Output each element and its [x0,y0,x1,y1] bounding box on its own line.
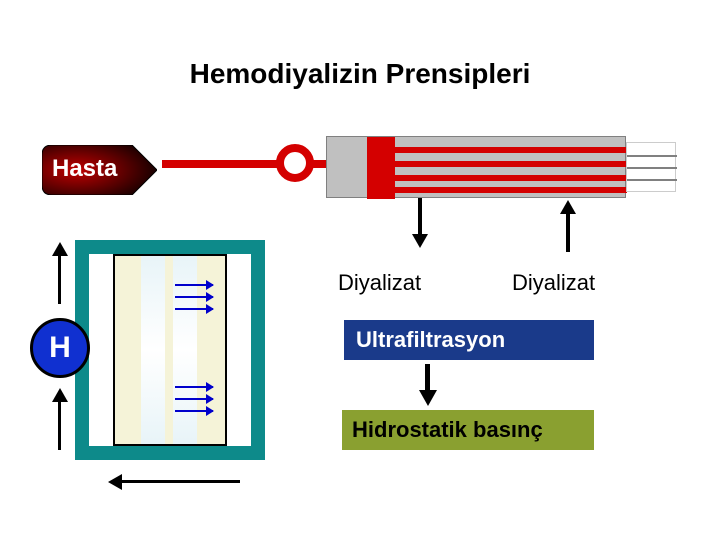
arrow-down-icon [419,390,437,406]
arrow-up-icon [560,200,576,214]
outlet-bar [627,155,677,157]
flux-arrow-icon [175,296,213,298]
dialyzer-fiber [395,187,627,193]
dialyzer-fiber [395,161,627,167]
flow-line [120,480,240,483]
diyalizat-label-right: Diyalizat [512,270,595,296]
flux-arrow-icon [175,410,213,412]
membrane-strip [141,254,165,446]
dialyzer-fiber [395,175,627,181]
blood-line-1 [162,160,280,168]
flow-line [58,254,61,304]
flux-arrow-icon [175,398,213,400]
arrow-up-icon [52,242,68,256]
dialyzer-fiber [395,147,627,153]
flux-arrow-icon [175,386,213,388]
diagram-title: Hemodiyalizin Prensipleri [0,58,720,90]
dialyzer-outlet [626,142,676,192]
flux-arrow-icon [175,308,213,310]
ultrafiltrasyon-box: Ultrafiltrasyon [344,320,594,360]
upper-dialyzer [326,136,626,198]
outlet-bar [627,179,677,181]
hasta-label: Hasta [52,155,117,183]
h-label: H [49,331,71,365]
hidrostatik-box: Hidrostatik basınç [342,410,594,450]
arrow-left-icon [108,474,122,490]
diyalizat-label-left: Diyalizat [338,270,421,296]
outlet-bar [627,167,677,169]
h-badge: H [30,318,90,378]
dialyzer-red-cap [367,137,395,199]
ultrafiltrasyon-label: Ultrafiltrasyon [356,327,505,353]
arrow-down-icon [412,234,428,248]
hidrostatik-label: Hidrostatik basınç [352,417,543,443]
blood-pump-icon [276,144,314,182]
connector-line [566,212,570,252]
membrane-strip [173,254,197,446]
arrow-up-icon [52,388,68,402]
connector-line [418,198,422,238]
hasta-badge: Hasta [42,145,157,195]
flow-line [58,400,61,450]
lower-dialyzer-module [75,240,265,460]
flux-arrow-icon [175,284,213,286]
